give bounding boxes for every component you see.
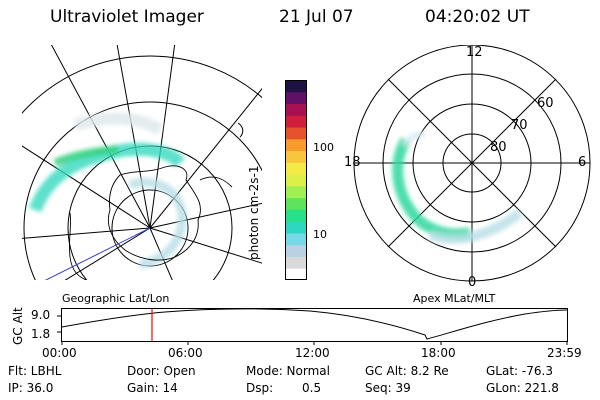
colorbar-segment (285, 232, 307, 246)
colorbar-segment (285, 197, 307, 210)
colorbar-segment (285, 221, 307, 234)
info-glat: GLat: -76.3 (486, 364, 553, 378)
altitude-xtick-0000: 00:00 (42, 346, 77, 360)
mlt-label-0: 0 (468, 275, 477, 290)
geographic-panel-label: Geographic Lat/Lon (62, 292, 170, 305)
colorbar-segment (285, 80, 307, 93)
mlat-label-60: 60 (537, 96, 554, 111)
info-ip: IP: 36.0 (8, 381, 54, 395)
apex-panel-label: Apex MLat/MLT (413, 292, 496, 305)
colorbar-tick-100: 100 (313, 141, 334, 154)
altitude-plot (57, 308, 568, 345)
altitude-ylabel: GC Alt (11, 307, 25, 345)
colorbar-segment (285, 127, 307, 140)
info-door: Door: Open (127, 364, 196, 378)
geographic-map-panel (22, 45, 262, 280)
colorbar-segment (285, 244, 307, 257)
colorbar-segment (285, 209, 307, 222)
observation-date: 21 Jul 07 (279, 7, 354, 27)
mlat-label-70: 70 (511, 118, 528, 133)
colorbar-segment (285, 138, 307, 152)
info-glon: GLon: 221.8 (486, 381, 559, 395)
altitude-xtick-1800: 18:00 (421, 346, 456, 360)
info-gc-alt: GC Alt: 8.2 Re (365, 364, 449, 378)
altitude-xtick-1200: 12:00 (295, 346, 330, 360)
colorbar-segment (285, 103, 307, 116)
colorbar-segment (285, 150, 307, 163)
altitude-ytick-high: 9.0 (31, 308, 51, 322)
info-filter: Flt: LBHL (8, 364, 62, 378)
colorbar (285, 80, 307, 280)
mlt-label-6: 6 (578, 155, 587, 170)
info-seq: Seq: 39 (365, 381, 411, 395)
info-gain: Gain: 14 (127, 381, 178, 395)
apex-mlat-mlt-panel (353, 45, 591, 282)
altitude-xtick-0600: 06:00 (168, 346, 203, 360)
colorbar-unit-label: photon cm-2s-1 (247, 165, 261, 261)
app-title: Ultraviolet Imager (50, 7, 204, 27)
colorbar-segment (285, 162, 307, 175)
altitude-xtick-2359: 23:59 (547, 346, 582, 360)
observation-time: 04:20:02 UT (425, 7, 530, 27)
mlt-label-12: 12 (466, 45, 483, 60)
info-dsp-label: Dsp: (246, 381, 274, 395)
info-dsp-value: 0.5 (302, 381, 322, 395)
colorbar-segment (285, 174, 307, 187)
altitude-ytick-low: 1.8 (31, 327, 51, 341)
colorbar-segment (285, 91, 307, 105)
colorbar-tick-10: 10 (313, 228, 327, 241)
colorbar-segment (285, 185, 307, 199)
colorbar-segment (285, 256, 307, 269)
mlt-label-18: 18 (344, 155, 361, 170)
info-mode: Mode: Normal (246, 364, 330, 378)
colorbar-segment (285, 268, 307, 280)
mlat-label-80: 80 (490, 140, 507, 155)
colorbar-segment (285, 115, 307, 128)
